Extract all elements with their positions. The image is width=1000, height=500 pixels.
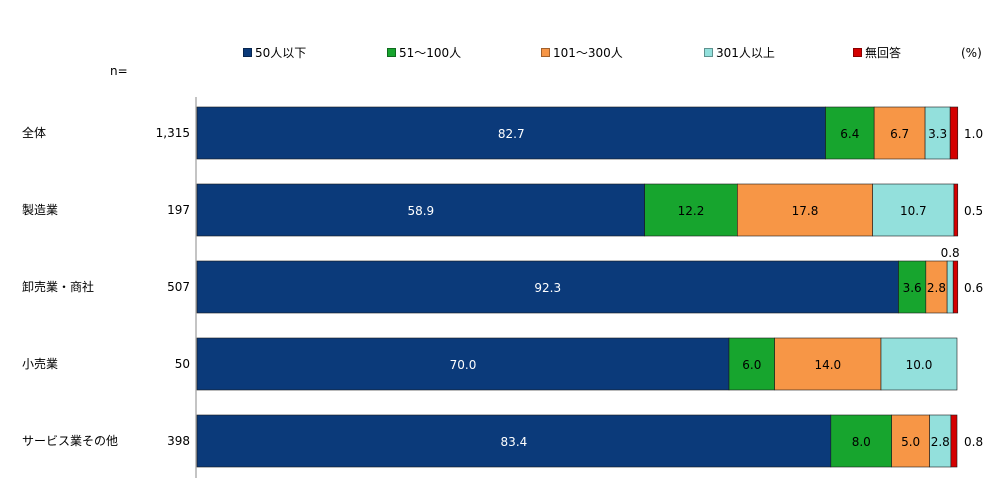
data-label: 14.0 [814,358,841,372]
bar-segment [924,106,951,160]
bar-segment [196,414,832,468]
bar-segment [873,106,926,160]
legend-item: 51～100人 [387,44,461,61]
legend: 50人以下 51～100人 101～300人 301人以上 無回答 [0,44,1000,64]
bar-segment [196,183,645,237]
data-label: 6.4 [840,127,859,141]
bar-segment [728,337,775,391]
legend-label: 101～300人 [553,46,623,60]
bar-segment [950,414,958,468]
category-label: 卸売業・商社 [22,279,94,294]
legend-item: 50人以下 [243,44,306,61]
legend-swatch [243,48,252,57]
data-label: 0.6 [964,281,983,295]
data-label: 70.0 [450,358,477,372]
bar-segment [644,183,738,237]
category-label: 全体 [22,125,46,140]
data-label: 0.5 [964,204,983,218]
n-label: n= [110,64,128,78]
data-label: 2.8 [927,281,946,295]
bar-segment [872,183,955,237]
data-label: 58.9 [407,204,434,218]
data-label: 0.8 [941,246,960,260]
bar-segment [196,260,899,314]
legend-swatch [387,48,396,57]
legend-swatch [853,48,862,57]
legend-item: 無回答 [853,44,901,61]
data-label: 0.8 [964,435,983,449]
data-label: 3.3 [928,127,947,141]
data-label: 83.4 [501,435,528,449]
n-value: 507 [167,280,190,294]
bar-segment [946,260,954,314]
bar-segment [952,260,959,314]
n-value: 1,315 [156,126,190,140]
data-label: 92.3 [534,281,561,295]
legend-label: 51～100人 [399,46,462,60]
category-label: 小売業 [22,356,58,371]
data-label: 82.7 [498,127,525,141]
data-label: 10.7 [900,204,927,218]
bar-segment [891,414,930,468]
data-label: 12.2 [678,204,705,218]
data-label: 8.0 [852,435,871,449]
data-label: 10.0 [906,358,933,372]
legend-item: 301人以上 [704,44,775,61]
category-label: サービス業その他 [22,434,118,448]
bar-segment [880,337,958,391]
bar-segment [949,106,959,160]
bar-segment [830,414,892,468]
legend-label: 50人以下 [255,46,307,60]
data-label: 6.0 [742,358,761,372]
data-label: 17.8 [792,204,819,218]
legend-swatch [541,48,550,57]
n-value: 398 [167,434,190,448]
n-value: 197 [167,203,190,217]
data-label: 2.8 [931,435,950,449]
legend-label: 301人以上 [716,46,775,60]
legend-label: 無回答 [865,46,902,60]
legend-item: 101～300人 [541,44,623,61]
data-label: 3.6 [903,281,922,295]
data-label: 5.0 [901,435,920,449]
data-label: 1.0 [964,127,983,141]
legend-swatch [704,48,713,57]
unit-label: (%) [961,46,982,60]
bar-segment [898,260,927,314]
n-value: 50 [175,357,190,371]
bar-segment [196,337,730,391]
bar-segment [953,183,959,237]
bar-segment [774,337,882,391]
data-label: 6.7 [890,127,909,141]
category-label: 製造業 [22,203,58,217]
